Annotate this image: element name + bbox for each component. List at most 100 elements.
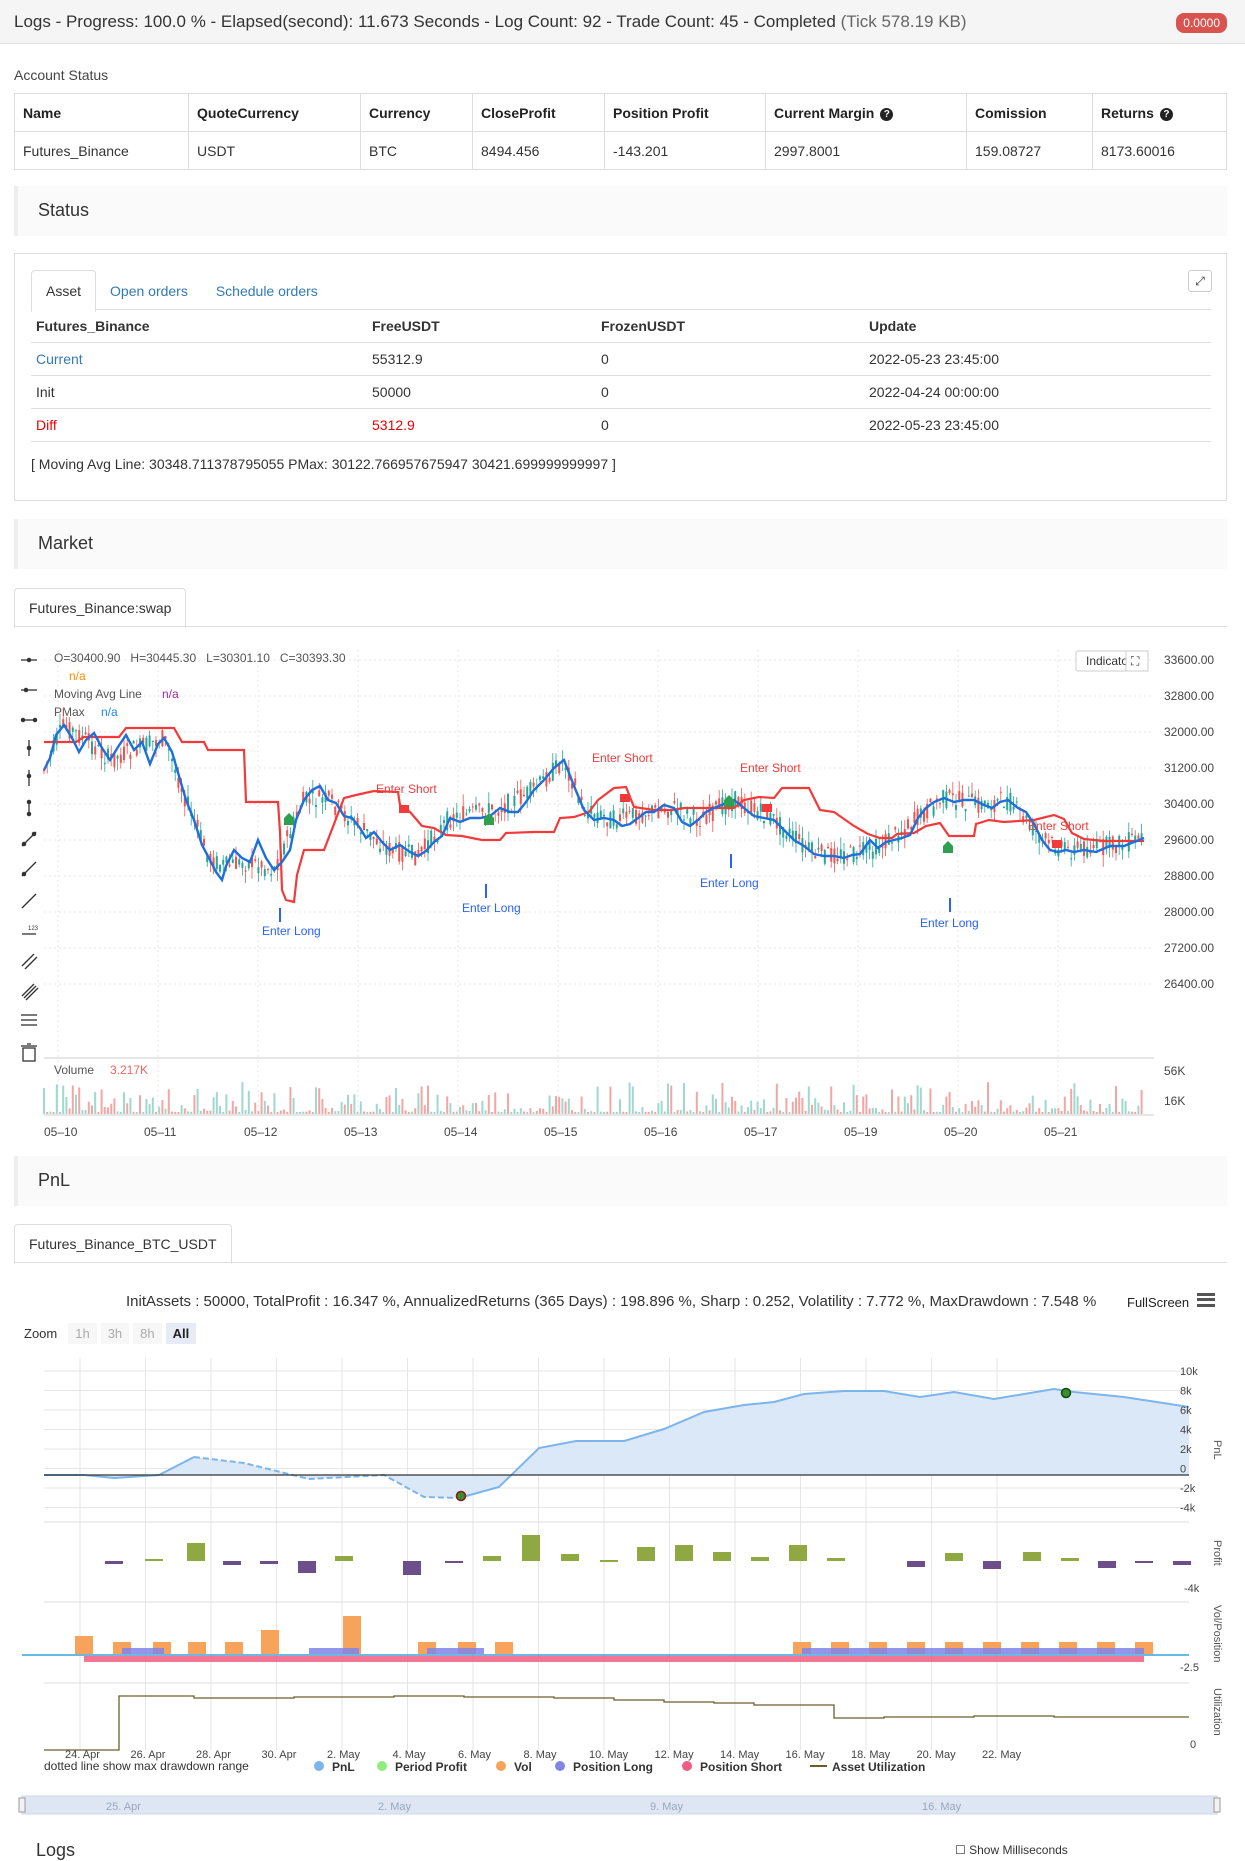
volume-tick: 56K bbox=[1164, 1064, 1185, 1078]
volume-bar bbox=[644, 1111, 647, 1114]
indicator-button[interactable]: Indicator ⛶ bbox=[1075, 650, 1149, 672]
zoom-all-button[interactable]: All bbox=[165, 1323, 197, 1344]
help-icon[interactable]: ? bbox=[1159, 107, 1173, 121]
candle-body bbox=[295, 811, 298, 818]
candle-body bbox=[423, 838, 426, 850]
ohlc-high: H=30445.30 bbox=[130, 651, 196, 665]
pnl-tick: 6k bbox=[1180, 1405, 1192, 1417]
profit-bar bbox=[1023, 1552, 1041, 1561]
volume-bar bbox=[878, 1111, 881, 1114]
fullscreen-button[interactable]: FullScreen bbox=[1127, 1295, 1190, 1310]
pnl-legend[interactable]: dotted line show max drawdown range PnL … bbox=[44, 1759, 925, 1774]
candle-body bbox=[1086, 847, 1089, 858]
volume-bar bbox=[1102, 1111, 1105, 1114]
volume-bar bbox=[148, 1104, 151, 1114]
divider bbox=[14, 1262, 1227, 1263]
volume-bar bbox=[580, 1096, 583, 1114]
volume-bar bbox=[587, 1112, 589, 1114]
candle-body bbox=[1076, 841, 1079, 848]
candle-body bbox=[855, 856, 858, 860]
tab-open-orders[interactable]: Open orders bbox=[110, 283, 188, 299]
col-currency: Currency bbox=[360, 93, 473, 132]
candle-body bbox=[891, 842, 893, 844]
volume-bar bbox=[356, 1112, 359, 1114]
price-tick: 32000.00 bbox=[1164, 725, 1214, 739]
tab-asset[interactable]: Asset bbox=[31, 270, 97, 312]
expand-icon[interactable]: ⤢ bbox=[1188, 270, 1212, 292]
cell: 0 bbox=[596, 342, 864, 376]
candle-body bbox=[439, 824, 442, 833]
trash-icon bbox=[21, 1043, 37, 1062]
vol-bar bbox=[225, 1642, 243, 1654]
tab-pnl-pair[interactable]: Futures_Binance_BTC_USDT bbox=[14, 1224, 232, 1264]
range-navigator[interactable]: 25. Apr 2. May 9. May 16. May bbox=[18, 1795, 1221, 1815]
volume-bar bbox=[1025, 1107, 1028, 1114]
cell: -143.201 bbox=[604, 131, 766, 170]
volume-bar bbox=[766, 1111, 769, 1114]
volume-bar bbox=[852, 1084, 855, 1114]
volume-bar bbox=[1121, 1098, 1124, 1114]
volume-bar bbox=[497, 1111, 500, 1114]
tab-market-swap[interactable]: Futures_Binance:swap bbox=[14, 588, 187, 628]
volume-bar bbox=[823, 1109, 826, 1114]
volume-bar bbox=[302, 1111, 305, 1114]
candle-body bbox=[283, 843, 285, 855]
hamburger-menu-icon[interactable] bbox=[1197, 1293, 1215, 1307]
volume-bar bbox=[350, 1103, 353, 1114]
row-current-link[interactable]: Current bbox=[31, 342, 367, 376]
drawdown-note: dotted line show max drawdown range bbox=[44, 1759, 249, 1773]
volume-bar bbox=[951, 1107, 954, 1114]
volume-bar bbox=[372, 1111, 375, 1114]
tab-schedule-orders[interactable]: Schedule orders bbox=[215, 283, 318, 299]
volume-bar bbox=[875, 1108, 877, 1114]
trend-extended-tool-icon bbox=[21, 893, 37, 909]
cell: 0 bbox=[596, 375, 864, 409]
drawing-toolbar[interactable]: 123 bbox=[20, 657, 39, 1062]
volume-bar bbox=[1105, 1107, 1108, 1114]
candle-body bbox=[91, 741, 93, 755]
pnl-chart[interactable]: 10k 8k 6k 4k 2k 0 -2k -4k PnL -4k Profit -2.5 V… bbox=[14, 1350, 1227, 1820]
volume-bar bbox=[596, 1086, 599, 1114]
volume-bar bbox=[407, 1111, 410, 1114]
candle-body bbox=[1102, 839, 1105, 856]
volume-bar bbox=[990, 1111, 993, 1114]
candle-body bbox=[795, 830, 797, 844]
x-date-tick: 8. May bbox=[524, 1749, 558, 1761]
x-date-tick: 12. May bbox=[655, 1749, 695, 1761]
candle-body bbox=[958, 791, 961, 801]
pnl-tick: -4k bbox=[1180, 1503, 1196, 1515]
legend-position-long-icon bbox=[555, 1761, 565, 1771]
price-label-tool-icon: 123 bbox=[22, 926, 39, 935]
volume-bar bbox=[638, 1112, 641, 1114]
date-tick: 05–11 bbox=[144, 1125, 177, 1139]
volume-bar bbox=[891, 1089, 893, 1114]
cell: 0 bbox=[596, 408, 864, 442]
volume-bar bbox=[980, 1104, 983, 1114]
candle-body bbox=[379, 848, 381, 852]
candle-body bbox=[196, 820, 199, 827]
volume-bar bbox=[1092, 1110, 1095, 1114]
help-icon[interactable]: ? bbox=[880, 107, 894, 121]
volume-bar bbox=[247, 1090, 250, 1114]
candle-body bbox=[529, 781, 532, 796]
volume-bar bbox=[126, 1103, 129, 1114]
volume-bar bbox=[555, 1096, 557, 1114]
volume-bar bbox=[676, 1110, 679, 1114]
show-milliseconds-checkbox[interactable]: ☐ Show Milliseconds bbox=[955, 1843, 1068, 1857]
volume-bar bbox=[651, 1110, 653, 1114]
volume-bar bbox=[727, 1107, 730, 1114]
candle-body bbox=[78, 730, 81, 744]
volume-bar bbox=[974, 1106, 977, 1114]
candle-body bbox=[635, 809, 637, 824]
volume-bar bbox=[1076, 1096, 1079, 1114]
zoom-8h-button[interactable]: 8h bbox=[133, 1323, 162, 1344]
zoom-3h-button[interactable]: 3h bbox=[100, 1323, 130, 1344]
zoom-1h-button[interactable]: 1h bbox=[68, 1323, 97, 1344]
volume-bar bbox=[907, 1103, 909, 1114]
candle-body bbox=[1111, 836, 1114, 850]
volume-bar bbox=[369, 1111, 372, 1114]
candlestick-chart[interactable]: 123 O=30400.90 H=30445.30 L=30301.10 C=3039… bbox=[14, 640, 1227, 1145]
candle-body bbox=[263, 869, 266, 877]
candle-body bbox=[436, 840, 439, 843]
volume-bar bbox=[459, 1106, 461, 1114]
